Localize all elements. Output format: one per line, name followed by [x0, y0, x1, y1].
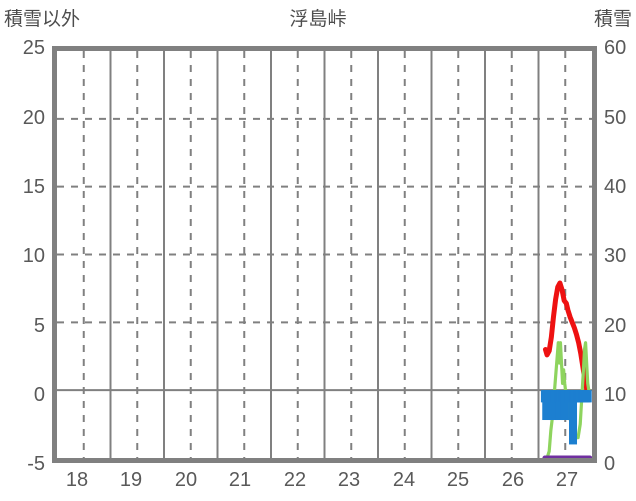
bar [583, 390, 592, 403]
right-axis-title: 積雪 [593, 9, 632, 30]
bar [555, 390, 564, 421]
y-tick-right-10: 10 [604, 384, 627, 406]
y-tick-left-20: 20 [22, 107, 45, 129]
x-tick-18: 18 [65, 469, 89, 491]
x-tick-25: 25 [446, 469, 470, 491]
x-tick-26: 26 [501, 469, 525, 491]
y-tick-left-0: 0 [33, 384, 45, 406]
y-tick-right-60: 60 [604, 37, 627, 59]
page-title: 浮島峠 [289, 9, 347, 30]
x-tick-20: 20 [174, 469, 198, 491]
y-tick-left-15: 15 [22, 176, 45, 198]
bar [569, 390, 578, 445]
bar [560, 390, 569, 421]
x-tick-19: 19 [119, 469, 143, 491]
y-tick-left-neg5: -5 [27, 453, 45, 475]
bar [542, 390, 551, 421]
bar [548, 390, 557, 421]
y-tick-right-30: 30 [604, 245, 627, 267]
plot-svg [57, 51, 592, 458]
x-tick-24: 24 [392, 469, 416, 491]
y-tick-right-0: 0 [604, 453, 616, 475]
left-axis-title: 積雪以外 [4, 9, 81, 30]
y-tick-right-40: 40 [604, 176, 627, 198]
series-red-line [542, 280, 591, 395]
y-tick-right-20: 20 [604, 315, 627, 337]
x-tick-21: 21 [228, 469, 252, 491]
y-tick-left-10: 10 [22, 245, 45, 267]
plot-area [57, 51, 592, 458]
y-tick-left-5: 5 [33, 315, 45, 337]
y-tick-right-50: 50 [604, 107, 627, 129]
x-tick-22: 22 [283, 469, 307, 491]
series-layer [540, 280, 592, 458]
plot-frame [52, 46, 597, 463]
series-blue-bars [540, 390, 592, 445]
gridlines [57, 51, 592, 458]
y-tick-left-25: 25 [22, 37, 45, 59]
x-tick-27: 27 [555, 469, 579, 491]
x-tick-23: 23 [337, 469, 361, 491]
